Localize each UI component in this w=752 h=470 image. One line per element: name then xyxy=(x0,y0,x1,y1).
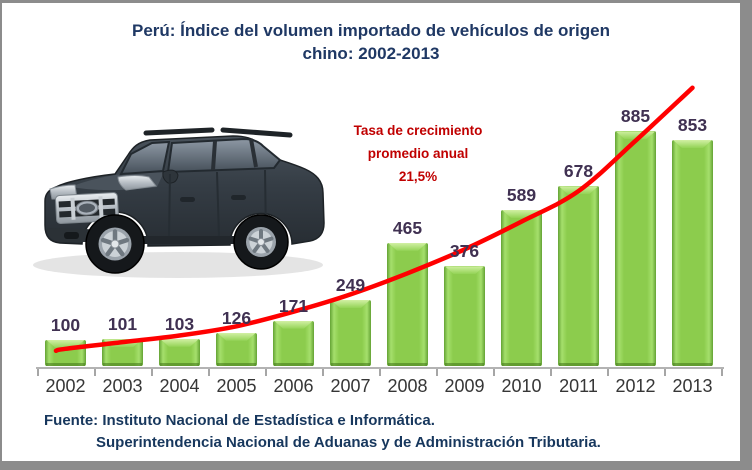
x-axis-line xyxy=(36,367,724,369)
suv-image xyxy=(33,127,325,278)
bar-value-label: 249 xyxy=(335,275,366,295)
car-rear-wheel xyxy=(233,214,289,270)
bar-2009 xyxy=(444,266,485,366)
x-axis-tick xyxy=(37,369,39,376)
bar-value-label: 126 xyxy=(221,307,252,328)
x-axis-tick xyxy=(265,369,267,376)
bar-2003 xyxy=(102,339,143,366)
bar-2004 xyxy=(159,338,200,367)
x-axis-label: 2010 xyxy=(501,376,542,396)
x-axis-tick xyxy=(151,369,153,376)
bar-value-label: 376 xyxy=(449,241,480,262)
car-door-handle-front xyxy=(180,197,195,202)
growth-annotation-line1: Tasa de crecimiento xyxy=(353,123,483,138)
x-axis-tick xyxy=(721,369,723,376)
x-axis-label: 2002 xyxy=(45,376,86,396)
x-axis-tick xyxy=(436,369,438,376)
bar-2008 xyxy=(387,242,428,367)
bar-value-label: 171 xyxy=(278,295,309,316)
bar-value-label: 101 xyxy=(107,314,138,335)
x-axis-tick xyxy=(208,369,210,376)
growth-annotation: Tasa de crecimiento promedio anual 21,5% xyxy=(330,119,506,188)
page-title-line1: Perú: Índice del volumen importado de ve… xyxy=(132,21,610,40)
bar-value-label: 465 xyxy=(392,217,423,238)
bar-2007 xyxy=(330,300,371,366)
car-fog-light xyxy=(64,232,79,239)
x-axis-label: 2005 xyxy=(216,376,257,396)
source-line2: Superintendencia Nacional de Aduanas y d… xyxy=(96,434,601,451)
x-axis-tick xyxy=(607,369,609,376)
bar-value-label: 103 xyxy=(164,313,195,334)
x-axis-tick xyxy=(94,369,96,376)
x-axis-label: 2008 xyxy=(387,376,428,396)
car-windshield xyxy=(119,140,171,176)
bar-2002 xyxy=(45,339,86,366)
x-axis-tick xyxy=(322,369,324,376)
x-axis-tick xyxy=(664,369,666,376)
bar-2006 xyxy=(273,320,314,367)
x-axis-label: 2004 xyxy=(159,376,200,396)
x-axis-label: 2006 xyxy=(273,376,314,396)
source-line1: Fuente: Instituto Nacional de Estadístic… xyxy=(44,412,435,429)
bar-2005 xyxy=(216,332,257,367)
x-axis-tick xyxy=(493,369,495,376)
roof-rails xyxy=(143,127,293,138)
bar-value-label: 678 xyxy=(563,161,594,182)
bar-2013 xyxy=(672,139,713,367)
car-front-wheel xyxy=(85,214,145,274)
x-axis-label: 2007 xyxy=(330,376,371,396)
x-axis-label: 2013 xyxy=(672,376,713,396)
bar-2011 xyxy=(558,186,599,366)
x-axis-label: 2011 xyxy=(559,376,598,396)
page-title: Perú: Índice del volumen importado de ve… xyxy=(2,19,740,65)
growth-annotation-value: 21,5% xyxy=(398,169,438,184)
x-axis-tick xyxy=(550,369,552,376)
x-axis-tick xyxy=(379,369,381,376)
source-note: Fuente: Instituto Nacional de Estadístic… xyxy=(44,410,734,454)
page-title-line2: chino: 2002-2013 xyxy=(302,44,440,63)
car-door-handle-rear xyxy=(231,195,246,200)
car-side-windows xyxy=(166,137,282,174)
growth-annotation-line2: promedio anual xyxy=(367,146,469,161)
bar-value-label: 853 xyxy=(677,114,708,135)
bar-value-label: 100 xyxy=(50,314,81,335)
x-axis-label: 2003 xyxy=(102,376,143,396)
bar-2010 xyxy=(501,209,542,367)
bar-2012 xyxy=(615,131,656,366)
bar-value-label: 885 xyxy=(620,106,651,127)
x-axis-label: 2009 xyxy=(444,376,485,396)
x-axis-label: 2012 xyxy=(615,376,656,396)
